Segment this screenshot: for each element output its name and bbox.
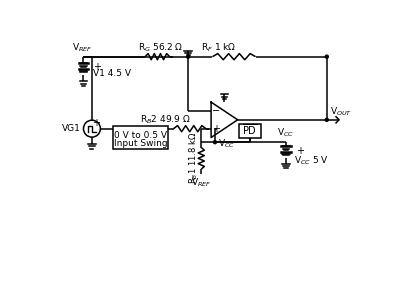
Text: V1 4.5 V: V1 4.5 V	[93, 69, 132, 78]
Text: +: +	[213, 124, 221, 134]
Bar	[239, 124, 261, 138]
Text: +: +	[92, 118, 100, 128]
Text: V$_{CC}$ 5 V: V$_{CC}$ 5 V	[294, 154, 328, 167]
Text: −: −	[213, 106, 221, 116]
Circle shape	[325, 55, 328, 58]
Text: +: +	[93, 62, 101, 72]
Text: V$_{CC}$: V$_{CC}$	[277, 126, 294, 139]
Circle shape	[186, 55, 190, 58]
Text: V$_{REF}$: V$_{REF}$	[72, 41, 92, 54]
Bar	[113, 126, 168, 149]
Text: V$_{OUT}$: V$_{OUT}$	[330, 106, 352, 118]
Circle shape	[213, 141, 217, 144]
Text: V$_{REF}$: V$_{REF}$	[191, 177, 211, 189]
Text: R$_B$1 11.8 kΩ: R$_B$1 11.8 kΩ	[187, 132, 200, 184]
Circle shape	[325, 118, 328, 121]
Text: R$_G$ 56.2 Ω: R$_G$ 56.2 Ω	[138, 41, 183, 54]
Text: V$_{CC}$: V$_{CC}$	[218, 138, 235, 150]
Text: R$_B$2 49.9 Ω: R$_B$2 49.9 Ω	[140, 113, 190, 126]
Text: 0 V to 0.5 V: 0 V to 0.5 V	[114, 131, 167, 140]
Text: VG1: VG1	[62, 124, 81, 133]
Text: R$_F$ 1 kΩ: R$_F$ 1 kΩ	[201, 41, 237, 54]
Text: +: +	[296, 146, 304, 155]
Text: Input Swing: Input Swing	[113, 139, 167, 148]
Text: $\overline{\mathrm{PD}}$: $\overline{\mathrm{PD}}$	[242, 122, 258, 137]
